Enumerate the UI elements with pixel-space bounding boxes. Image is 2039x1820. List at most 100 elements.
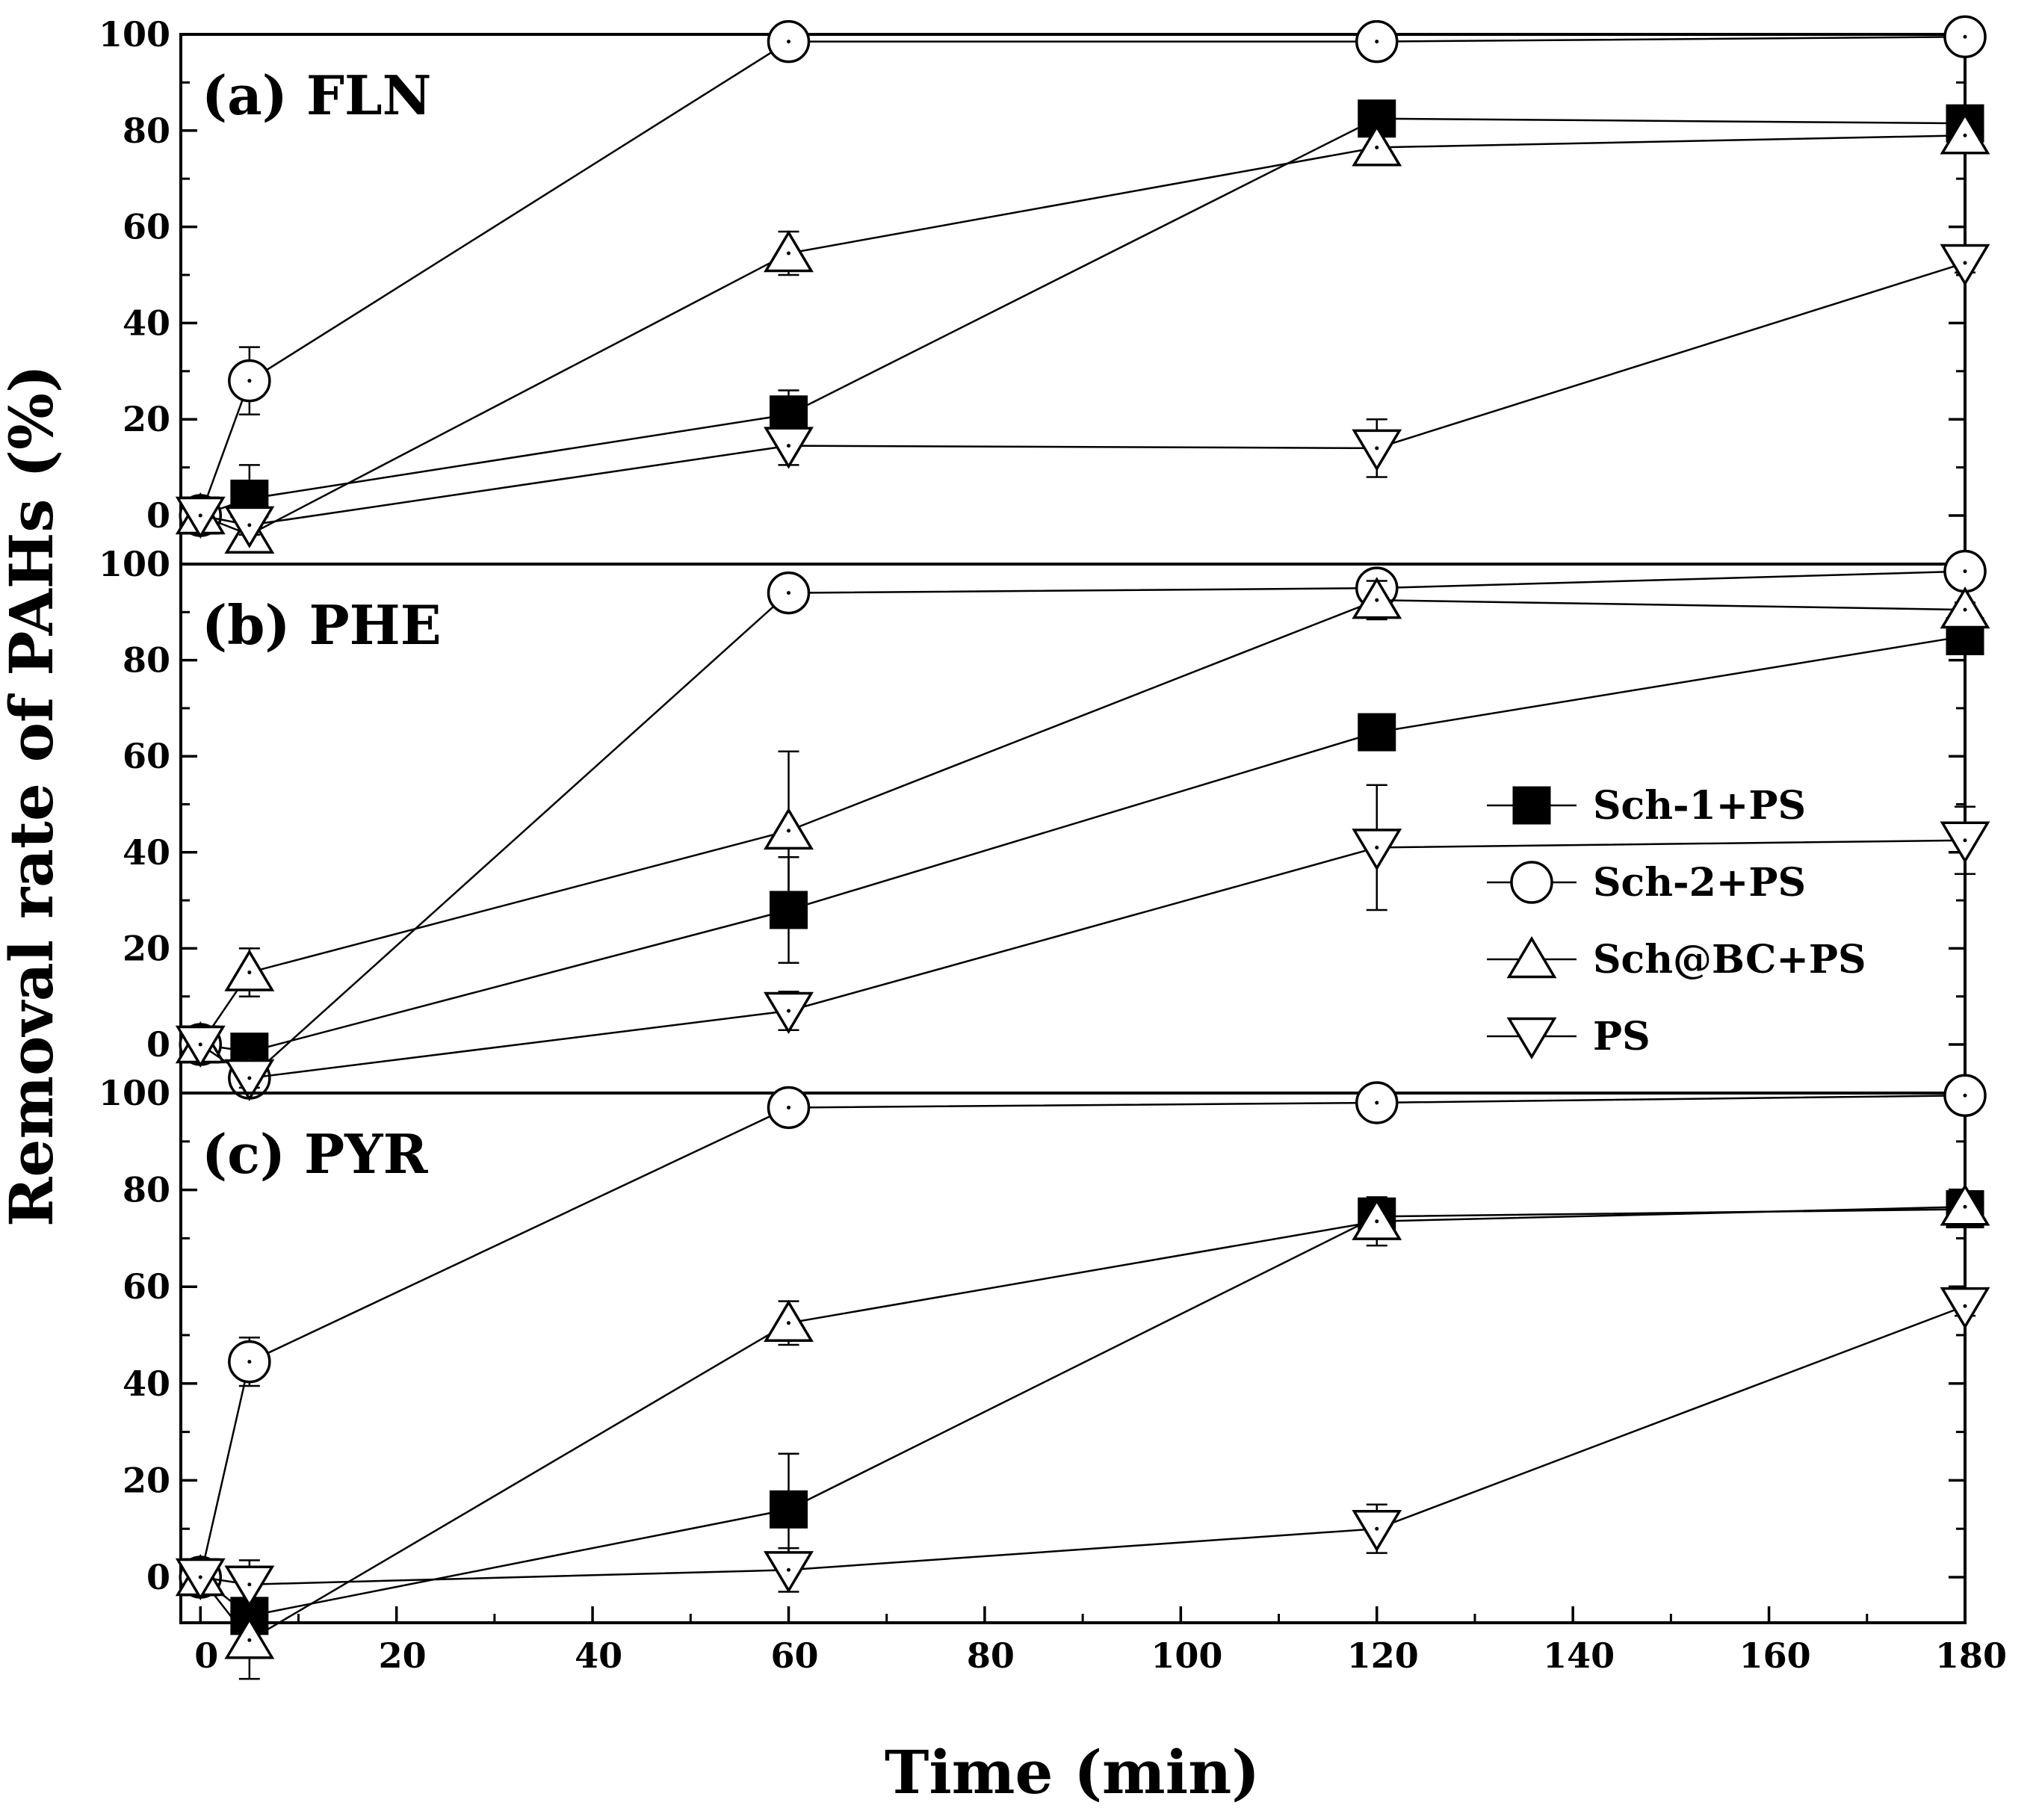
panel-2-y-tick-label: 60 (123, 1266, 170, 1307)
series-line (200, 261, 1966, 527)
panel-2: 0 20 40 60 80 100 (c) PYR (99, 1073, 1990, 1680)
series-line (200, 1304, 1966, 1585)
data-point-center (786, 1009, 790, 1013)
series-line (199, 134, 1966, 536)
series-2-1 (179, 1074, 1987, 1599)
panel-1: 0 20 40 60 80 100 (b) PHE (99, 544, 1990, 1102)
data-point-center (1963, 1304, 1967, 1308)
legend-marker (1512, 786, 1551, 825)
data-point-center (786, 1321, 790, 1325)
data-point-center (1963, 133, 1967, 137)
series-line (199, 1094, 1966, 1578)
series-0-1 (179, 15, 1987, 537)
data-point-center (247, 523, 252, 527)
legend-entry-2: Sch@BC+PS (1487, 935, 1866, 982)
panel-1-y-tick-label: 20 (123, 928, 170, 968)
panel-2-y-tick-label: 40 (123, 1364, 170, 1404)
data-point-center (1375, 1526, 1379, 1531)
panel-0-y-tick-label: 20 (123, 399, 170, 439)
data-point-center (1375, 145, 1379, 149)
data-point-center (1963, 1093, 1967, 1098)
data-point-center (786, 251, 790, 256)
x-tick-label: 40 (575, 1635, 622, 1676)
panel-1-y-tick-label: 80 (123, 640, 170, 681)
data-point-center (1375, 845, 1379, 849)
data-point-center (786, 444, 790, 448)
legend: Sch-1+PS Sch-2+PS Sch@BC+PS PS (1487, 783, 1866, 1060)
panel-2-label: (c) PYR (202, 1122, 429, 1186)
series-2-3 (175, 1287, 1990, 1610)
panel-0: 0 20 40 60 80 100 (a) FLN (99, 14, 1990, 566)
panel-2-y-tick-label: 0 (146, 1557, 170, 1597)
data-point-center (198, 513, 202, 518)
y-axis-title: Removal rate of PAHs (%) (0, 365, 66, 1227)
series-2-2 (175, 1183, 1990, 1680)
panel-1-y-tick-label: 60 (123, 736, 170, 776)
panel-0-y-tick-label: 40 (123, 303, 170, 343)
series-line (199, 35, 1966, 516)
data-point-center (1375, 1101, 1379, 1105)
panel-0-y-tick-label: 80 (123, 111, 170, 151)
data-point-center (247, 1076, 252, 1080)
x-tick-label: 80 (967, 1635, 1015, 1676)
legend-label: Sch-2+PS (1593, 860, 1806, 906)
panel-1-y-tick-label: 100 (99, 544, 170, 584)
legend-marker (1510, 861, 1553, 904)
data-point (769, 1490, 808, 1529)
data-point-center (1963, 607, 1967, 612)
data-point-center (786, 40, 790, 44)
legend-label: Sch@BC+PS (1593, 937, 1866, 982)
data-point-center (198, 1042, 202, 1047)
panel-0-frame (179, 33, 1967, 566)
legend-label: PS (1593, 1014, 1650, 1059)
data-point-center (1375, 446, 1379, 451)
data-point-center (247, 971, 252, 975)
panels-layer: 0 20 40 60 80 100 (a) FLN 0 20 40 60 80 100 (b) PHE 0 2… (99, 14, 2007, 1680)
x-tick-label: 60 (770, 1635, 818, 1676)
x-tick-label: 100 (1151, 1635, 1222, 1676)
series-2-0 (181, 1190, 1984, 1635)
x-tick-label: 120 (1347, 1635, 1419, 1676)
data-point-center (1375, 598, 1379, 602)
data-point-center (1963, 838, 1967, 843)
legend-entry-1: Sch-2+PS (1487, 860, 1806, 906)
series-1-3 (175, 784, 1990, 1102)
data-point-center (786, 1567, 790, 1572)
panel-0-label: (a) FLN (202, 64, 431, 127)
legend-marker (1506, 1017, 1557, 1060)
legend-entry-3: PS (1487, 1014, 1650, 1060)
data-point-center (247, 1638, 252, 1642)
data-point (1358, 99, 1396, 138)
data-point-center (786, 829, 790, 833)
legend-marker (1506, 935, 1557, 979)
panel-2-y-tick-label: 80 (123, 1170, 170, 1210)
data-point-center (1963, 261, 1967, 265)
panel-0-y-tick-label: 0 (146, 495, 170, 536)
series-line (199, 1206, 1966, 1641)
panel-1-y-tick-label: 40 (123, 832, 170, 873)
x-tick-label: 0 (194, 1635, 218, 1676)
data-point-center (1963, 34, 1967, 39)
x-tick-label: 160 (1739, 1635, 1811, 1676)
data-point-center (1963, 569, 1967, 574)
data-point (1358, 713, 1396, 752)
x-axis-title: Time (min) (885, 1737, 1260, 1807)
series-0-0 (181, 99, 1984, 535)
series-line (199, 117, 1966, 517)
data-point-center (247, 379, 252, 383)
panel-0-y-tick-label: 60 (123, 207, 170, 247)
data-point-center (1375, 40, 1379, 44)
series-0-3 (175, 244, 1990, 548)
legend-entry-0: Sch-1+PS (1487, 783, 1806, 829)
x-tick-label: 20 (379, 1635, 427, 1676)
x-tick-label: 140 (1543, 1635, 1615, 1676)
panel-2-frame (179, 1092, 1967, 1624)
panel-1-y-tick-label: 0 (146, 1024, 170, 1065)
series-line (199, 1208, 1966, 1618)
x-tick-label: 180 (1935, 1635, 2007, 1676)
data-point-center (786, 591, 790, 595)
panel-1-frame (179, 563, 1967, 1095)
data-point-center (1963, 1204, 1967, 1209)
